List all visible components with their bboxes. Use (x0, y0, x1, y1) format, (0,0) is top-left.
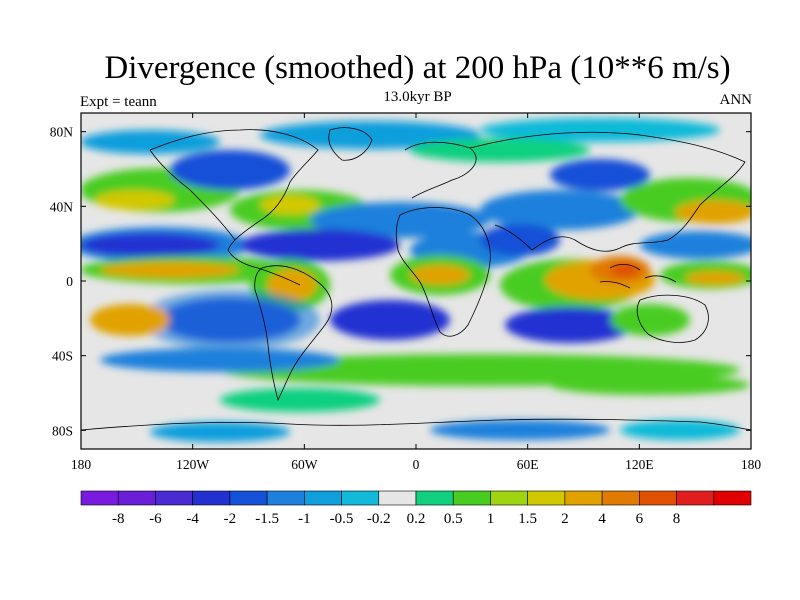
colorbar-swatch (378, 490, 417, 506)
colorbar-swatch (639, 490, 677, 506)
x-tick-label: 180 (71, 457, 92, 472)
colorbar-label: -1.5 (255, 511, 279, 527)
x-tick-label: 120E (625, 457, 654, 472)
colorbar-label: -0.2 (367, 511, 391, 527)
season-label: ANN (719, 92, 753, 108)
field-africa-orange (410, 265, 470, 285)
x-tick-label: 180 (741, 457, 762, 472)
field-eurasia-blue (480, 190, 640, 230)
colorbar-swatch (80, 490, 119, 506)
field-antarctic-blue-2 (430, 420, 610, 440)
colorbar: -8 -6 -4 -2 -1.5 -1 -0.5 -0.2 0.2 0.5 1 1.5 2 4 6 8 (80, 490, 752, 527)
coastlines (81, 127, 751, 431)
field-amazon-orange (267, 269, 317, 301)
x-tick-label: 120W (176, 457, 209, 472)
coast-asia (469, 131, 746, 252)
coast-greenland (328, 127, 373, 161)
field-nw-pacific-orange (675, 200, 751, 224)
field-sw-pacific-orange (90, 304, 170, 336)
colorbar-label: 6 (636, 511, 644, 527)
colorbar-swatch (192, 490, 231, 506)
colorbar-label: -4 (186, 511, 199, 527)
colorbar-swatch (527, 490, 566, 506)
coast-europe (404, 141, 477, 199)
map-subtitle: 13.0kyr BP (383, 89, 452, 105)
coast-south-america (254, 265, 333, 402)
y-tick-label: 80S (52, 423, 73, 438)
field-arctic-green (410, 138, 590, 162)
divergence-field (81, 113, 751, 449)
field-s-ocean-teal (220, 388, 380, 412)
colorbar-label: 4 (598, 511, 606, 527)
colorbar-label: 1.5 (518, 511, 537, 527)
experiment-label: Expt = teann (80, 94, 157, 110)
field-arctic-blue-2 (260, 121, 480, 149)
y-tick-label: 0 (66, 274, 73, 289)
colorbar-swatch (415, 490, 454, 506)
field-australia-green (610, 304, 690, 336)
field-caribbean-dark-blue (240, 229, 400, 261)
y-tick-label: 80N (50, 125, 74, 140)
colorbar-swatch (676, 490, 715, 506)
colorbar-swatch (601, 490, 640, 506)
x-tick-label: 0 (413, 457, 420, 472)
colorbar-label: 1 (487, 511, 495, 527)
coast-antarctica (81, 418, 751, 431)
field-itcz-pacific-orange (100, 262, 240, 278)
field-s-pacific-blue-ring (140, 290, 320, 350)
colorbar-label: 0.2 (407, 511, 426, 527)
colorbar-swatch (304, 490, 342, 506)
y-tick-label: 40S (52, 349, 73, 364)
field-maritime-continent-core (610, 263, 640, 277)
colorbar-label: -8 (112, 511, 125, 527)
field-antarctic-blue-1 (150, 422, 290, 442)
x-tick-label: 60W (291, 457, 318, 472)
coast-australia (636, 294, 709, 343)
axis-ticks: 180 120W 60W 0 60E 120E 180 80N 40N 0 40S 80S (50, 113, 762, 472)
field-southern-ocean-green-2 (550, 375, 750, 395)
map-title: Divergence (smoothed) at 200 hPa (10**6 … (104, 50, 731, 86)
field-n-america-blue (170, 150, 290, 190)
y-tick-label: 40N (50, 199, 74, 214)
colorbar-label: -6 (149, 511, 162, 527)
field-siberia-blue (550, 159, 650, 191)
colorbar-label: -0.5 (330, 511, 354, 527)
coast-africa (395, 207, 491, 337)
colorbar-swatch (490, 490, 528, 506)
colorbar-swatch (564, 490, 603, 506)
colorbar-swatch (117, 490, 156, 506)
x-tick-label: 60E (517, 457, 539, 472)
colorbar-label: -1 (298, 511, 311, 527)
field-arctic-blue (81, 130, 220, 154)
field-ne-pacific-yellow (95, 190, 175, 210)
coast-maritime-continent (599, 264, 677, 289)
colorbar-label: 8 (673, 511, 681, 527)
field-w-atlantic-yellow (260, 195, 320, 215)
colorbar-swatch (452, 490, 491, 506)
field-e-pacific-dark-blue-core (81, 233, 220, 257)
colorbar-label: 2 (561, 511, 569, 527)
field-w-pacific-orange (685, 271, 745, 285)
colorbar-swatch (341, 490, 380, 506)
field-w-pacific-blue (640, 231, 751, 259)
field-antarctic-blue-3 (620, 420, 740, 440)
field-s-indian-dark-blue (505, 307, 635, 343)
colorbar-label: -2 (224, 511, 237, 527)
colorbar-swatch (266, 490, 305, 506)
coast-north-america (149, 129, 319, 286)
field-india-blue (480, 224, 560, 256)
field-arctic-blue-3 (480, 118, 720, 142)
field-southern-ocean-blue (100, 348, 340, 372)
field-s-atlantic-dark-blue (330, 300, 450, 340)
colorbar-swatch (713, 490, 752, 506)
colorbar-swatch (229, 490, 268, 506)
colorbar-swatch (155, 490, 193, 506)
field-n-atlantic-blue (310, 202, 490, 238)
colorbar-label: 0.5 (444, 511, 463, 527)
